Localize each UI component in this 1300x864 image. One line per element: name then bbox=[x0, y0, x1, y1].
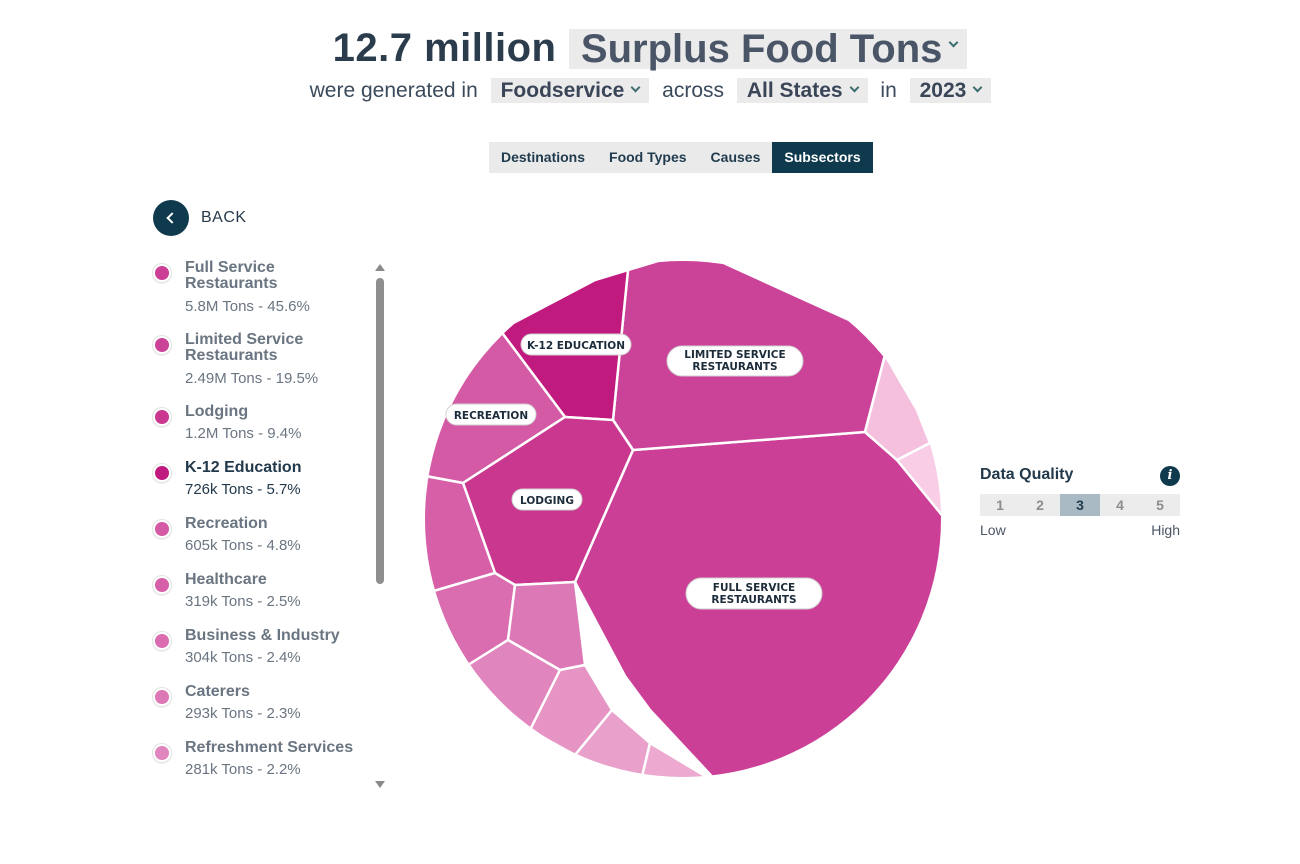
cell-label-text-line1: LIMITED SERVICE bbox=[684, 349, 785, 361]
legend-name: Limited Service Restaurants bbox=[185, 331, 304, 364]
chevron-down-icon bbox=[630, 82, 641, 93]
metric-dropdown[interactable]: Surplus Food Tons bbox=[568, 26, 968, 71]
year-dropdown[interactable]: 2023 bbox=[909, 78, 992, 103]
cell-label-text: K-12 EDUCATION bbox=[527, 340, 625, 352]
data-quality-panel: Data Quality i 1 2 3 4 5 Low High bbox=[980, 466, 1180, 538]
voronoi-treemap-chart: K-12 EDUCATION LIMITED SERVICE RESTAURAN… bbox=[425, 261, 941, 785]
legend-value: 2.49M Tons - 19.5% bbox=[185, 370, 319, 387]
legend-swatch bbox=[153, 464, 171, 482]
headline: 12.7 million Surplus Food Tons bbox=[0, 26, 1300, 71]
region-dropdown[interactable]: All States bbox=[736, 78, 868, 103]
cell-label-k12: K-12 EDUCATION bbox=[520, 333, 632, 356]
scroll-down-arrow-icon[interactable] bbox=[375, 781, 385, 788]
legend-swatch bbox=[153, 520, 171, 538]
legend-name: Business & Industry bbox=[185, 627, 340, 644]
text-in: in bbox=[880, 78, 897, 102]
tab-food-types[interactable]: Food Types bbox=[609, 149, 687, 165]
info-icon[interactable]: i bbox=[1160, 466, 1180, 486]
chevron-left-icon bbox=[153, 200, 189, 236]
cell-small-3[interactable] bbox=[638, 741, 722, 785]
legend-name: Caterers bbox=[185, 683, 250, 700]
data-quality-level-selected: 3 bbox=[1060, 494, 1100, 516]
subline: were generated in Foodservice across All… bbox=[0, 78, 1300, 103]
legend-swatch bbox=[153, 632, 171, 650]
cell-label-text-line2: RESTAURANTS bbox=[692, 361, 777, 373]
view-tabs: Destinations Food Types Causes Subsector… bbox=[489, 142, 873, 173]
sector-dropdown[interactable]: Foodservice bbox=[490, 78, 650, 103]
data-quality-scale: 1 2 3 4 5 bbox=[980, 494, 1180, 516]
chevron-down-icon bbox=[948, 37, 959, 48]
legend-value: 605k Tons - 4.8% bbox=[185, 537, 301, 554]
data-quality-low-label: Low bbox=[980, 522, 1006, 538]
legend-swatch bbox=[153, 408, 171, 426]
metric-dropdown-label: Surplus Food Tons bbox=[580, 26, 943, 71]
legend-name: K-12 Education bbox=[185, 459, 302, 476]
cell-label-full: FULL SERVICE RESTAURANTS bbox=[685, 577, 823, 610]
data-quality-title: Data Quality bbox=[980, 466, 1074, 483]
legend-value: 1.2M Tons - 9.4% bbox=[185, 425, 302, 442]
chevron-down-icon bbox=[849, 82, 860, 93]
data-quality-high-label: High bbox=[1151, 522, 1180, 538]
legend-value: 281k Tons - 2.2% bbox=[185, 761, 301, 778]
data-quality-level: 1 bbox=[996, 497, 1004, 513]
legend-swatch bbox=[153, 744, 171, 762]
back-label: BACK bbox=[201, 209, 247, 226]
legend-swatch bbox=[153, 336, 171, 354]
chevron-down-icon bbox=[972, 82, 983, 93]
subsector-legend: Full Service Restaurants 5.8M Tons - 45.… bbox=[150, 258, 380, 788]
tab-subsectors[interactable]: Subsectors bbox=[772, 142, 873, 173]
cell-label-text-line1: FULL SERVICE bbox=[713, 582, 795, 594]
legend-value: 293k Tons - 2.3% bbox=[185, 705, 301, 722]
data-quality-level: 2 bbox=[1036, 497, 1044, 513]
legend-value: 304k Tons - 2.4% bbox=[185, 649, 301, 666]
cell-label-lodging: LODGING bbox=[511, 488, 583, 511]
scroll-up-arrow-icon[interactable] bbox=[375, 264, 385, 271]
tab-destinations[interactable]: Destinations bbox=[501, 149, 586, 165]
tab-causes[interactable]: Causes bbox=[710, 149, 761, 165]
legend-swatch bbox=[153, 688, 171, 706]
cell-label-text: RECREATION bbox=[454, 410, 528, 422]
legend-scrollbar-thumb[interactable] bbox=[376, 278, 384, 584]
cell-label-text: LODGING bbox=[520, 495, 574, 507]
data-quality-level: 5 bbox=[1156, 497, 1164, 513]
year-dropdown-label: 2023 bbox=[919, 79, 967, 102]
total-value: 12.7 million bbox=[332, 26, 557, 70]
legend-value: 319k Tons - 2.5% bbox=[185, 593, 301, 610]
legend-swatch bbox=[153, 264, 171, 282]
back-button[interactable]: BACK bbox=[153, 200, 247, 236]
cell-label-recreation: RECREATION bbox=[445, 403, 537, 426]
data-quality-level: 4 bbox=[1116, 497, 1124, 513]
legend-value: 5.8M Tons - 45.6% bbox=[185, 298, 310, 315]
legend-name: Recreation bbox=[185, 515, 268, 532]
cell-small-5[interactable] bbox=[863, 353, 932, 462]
sector-dropdown-label: Foodservice bbox=[500, 79, 625, 102]
legend-value: 726k Tons - 5.7% bbox=[185, 481, 301, 498]
cell-label-text-line2: RESTAURANTS bbox=[711, 594, 796, 606]
cell-label-limited: LIMITED SERVICE RESTAURANTS bbox=[666, 345, 804, 377]
legend-name: Healthcare bbox=[185, 571, 267, 588]
legend-name: Refreshment Services bbox=[185, 739, 354, 756]
text-generated: were generated in bbox=[309, 78, 478, 102]
legend-name: Full Service Restaurants bbox=[185, 259, 278, 292]
legend-name: Lodging bbox=[185, 403, 249, 420]
text-across: across bbox=[662, 78, 725, 102]
legend-swatch bbox=[153, 576, 171, 594]
region-dropdown-label: All States bbox=[746, 79, 843, 102]
